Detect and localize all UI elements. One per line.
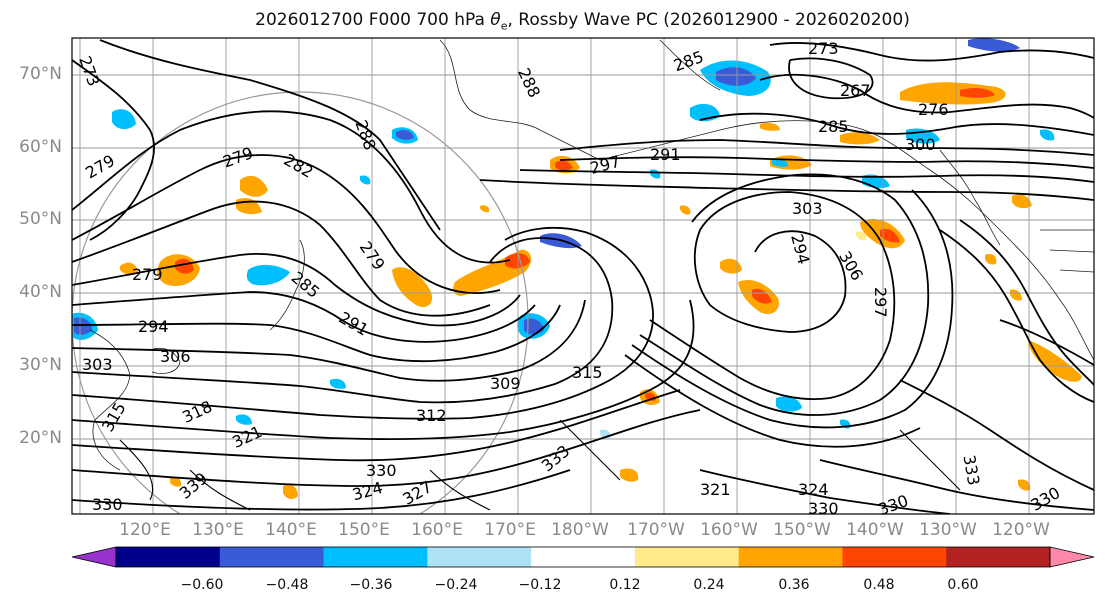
lon-label: 120°W	[992, 520, 1050, 540]
colorbar-tick-label: −0.60	[180, 577, 224, 593]
colorbar-tick-label: −0.48	[265, 577, 309, 593]
lat-label: 50°N	[19, 209, 62, 229]
colorbar-tick-label: −0.12	[518, 577, 562, 593]
colorbar	[71, 546, 1095, 568]
coastlines	[89, 39, 1094, 471]
contour-label: 330	[92, 495, 123, 514]
colorbar-extend-low	[71, 546, 117, 568]
lat-label: 20°N	[19, 428, 62, 448]
colorbar-segment	[323, 547, 428, 567]
contour-label: 285	[818, 117, 849, 136]
lon-label: 130°E	[192, 520, 244, 540]
colorbar-segment	[116, 547, 221, 567]
colorbar-segment	[634, 547, 740, 567]
contour-label: 273	[808, 39, 839, 58]
contour-label: 267	[840, 81, 871, 100]
lat-label: 60°N	[19, 137, 62, 157]
minor-contours	[119, 419, 961, 511]
contour-label: 324	[798, 480, 829, 499]
lon-label: 130°W	[919, 520, 977, 540]
lat-label: 70°N	[19, 64, 62, 84]
colorbar-frame	[115, 546, 1051, 568]
colorbar-segment	[531, 547, 636, 567]
lat-label: 30°N	[19, 355, 62, 375]
lon-label: 170°E	[484, 520, 536, 540]
contour-label: 276	[918, 100, 949, 119]
contour-label: 279	[132, 265, 163, 284]
lon-label: 150°W	[773, 520, 831, 540]
colorbar-tick-label: 0.60	[947, 577, 979, 593]
colorbar-segment	[842, 547, 947, 567]
colorbar-segment	[946, 547, 1051, 567]
colorbar-tick-label: −0.24	[434, 577, 478, 593]
lon-label: 150°E	[338, 520, 390, 540]
colorbar-tick-label: 0.12	[609, 577, 641, 593]
contour-label: 330	[808, 499, 839, 518]
map-title: 2026012700 F000 700 hPa θe, Rossby Wave …	[255, 10, 910, 33]
contour-label: 309	[490, 374, 521, 393]
contour-label: 321	[700, 480, 731, 499]
contour-label: 300	[905, 135, 936, 154]
contour-label: 315	[572, 363, 603, 382]
theta-e-contours	[72, 39, 1094, 514]
colorbar-segment	[427, 547, 532, 567]
contour-label: 303	[82, 355, 113, 374]
colorbar-tick-label: 0.24	[693, 577, 725, 593]
map-frame	[71, 37, 1095, 515]
lon-label: 170°W	[627, 520, 685, 540]
contour-label: 330	[366, 461, 397, 480]
map-background	[72, 38, 1094, 514]
contour-label: 291	[650, 145, 681, 164]
contour-label: 312	[416, 406, 447, 425]
colorbar-tick-label: −0.36	[349, 577, 393, 593]
colorbar-tick-label: 0.48	[863, 577, 895, 593]
lon-label: 140°E	[265, 520, 317, 540]
colorbar-segment	[738, 547, 843, 567]
contour-label: 303	[792, 199, 823, 218]
contour-label: 306	[160, 347, 191, 366]
contour-label: 294	[138, 317, 169, 336]
lon-label: 140°W	[846, 520, 904, 540]
contour-label: 297	[871, 287, 890, 318]
lon-label: 120°E	[119, 520, 171, 540]
lon-label: 160°W	[700, 520, 758, 540]
lat-label: 40°N	[19, 282, 62, 302]
colorbar-tick-label: 0.36	[778, 577, 810, 593]
lon-label: 180°W	[551, 520, 609, 540]
colorbar-segment	[219, 547, 325, 567]
colorbar-extend-high	[1049, 546, 1095, 568]
lon-label: 160°E	[411, 520, 463, 540]
negative-anomaly-patches	[72, 38, 1055, 439]
